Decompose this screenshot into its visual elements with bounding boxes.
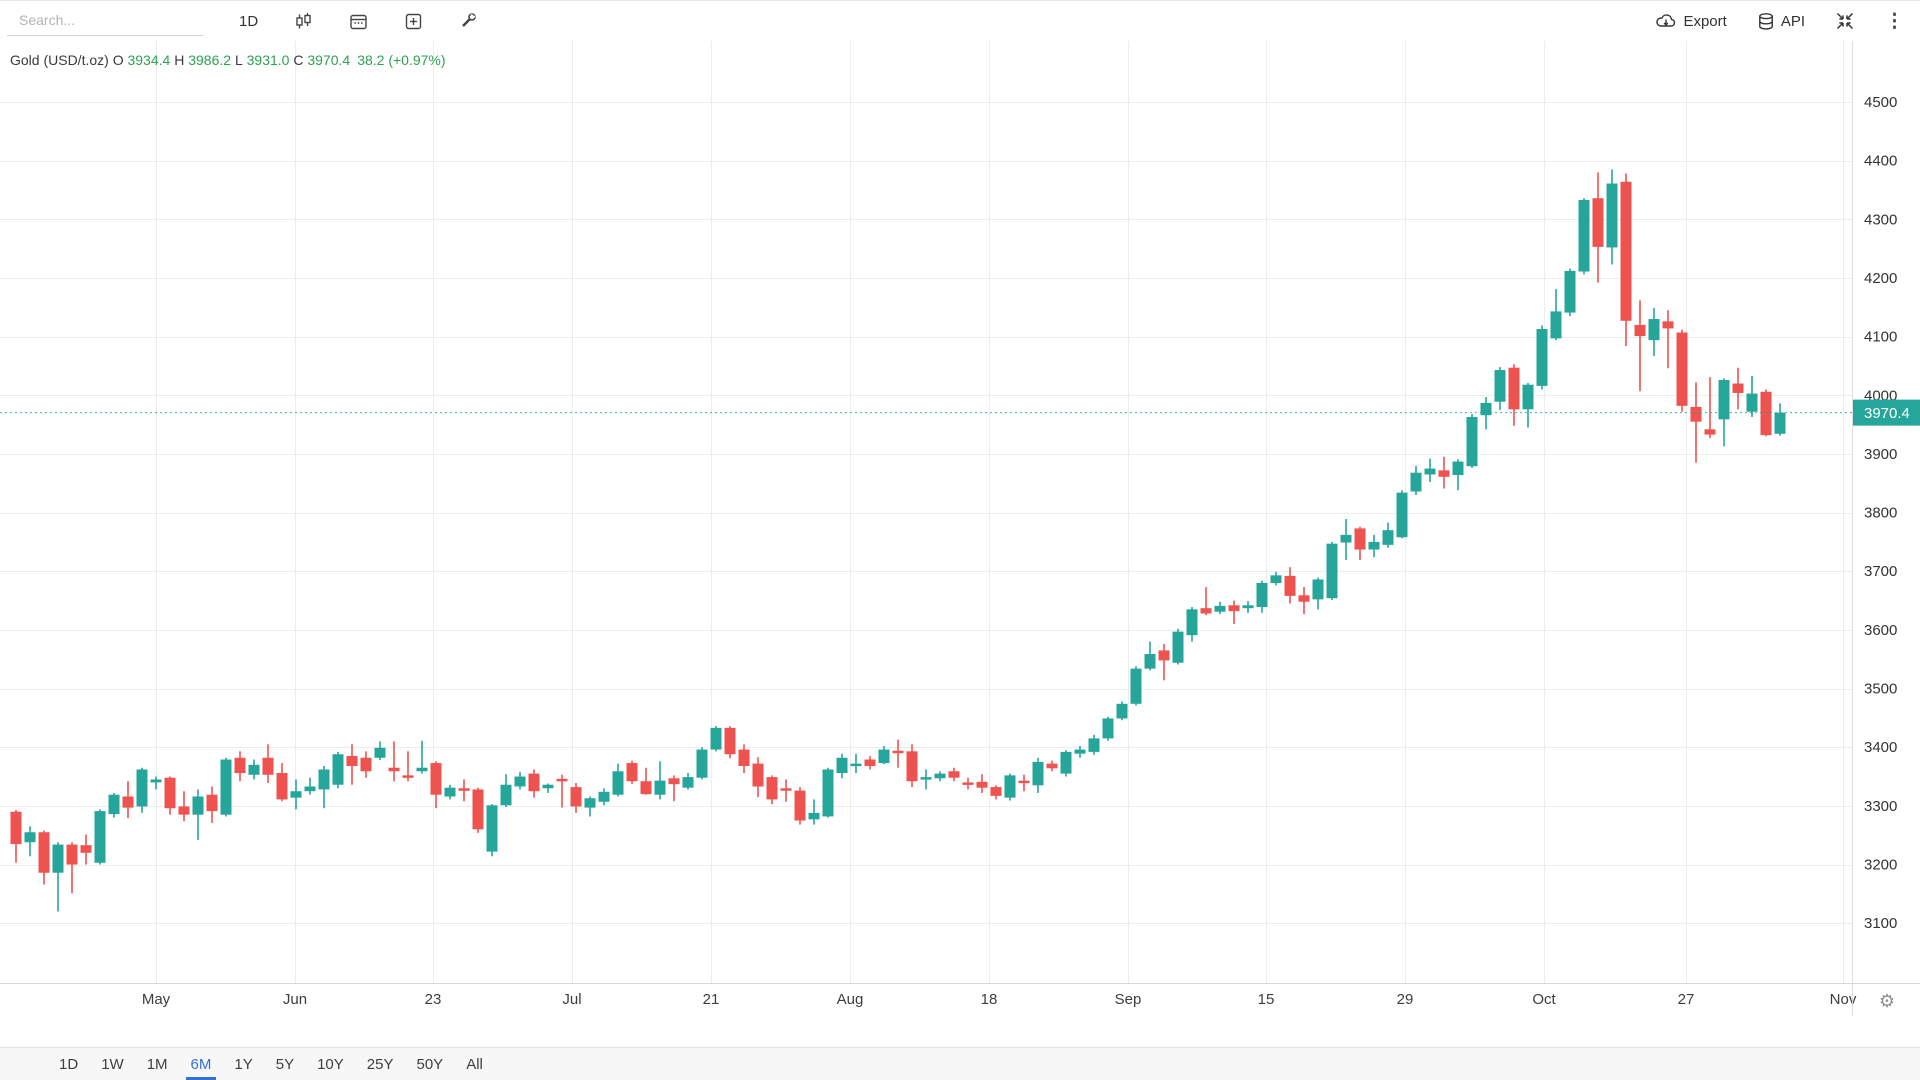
candlestick-icon (294, 12, 313, 31)
legend-close-value: 3970.4 (307, 52, 351, 68)
chart-tools-group: 1D (233, 8, 508, 35)
legend-low-value: 3931.0 (246, 52, 290, 68)
api-label: API (1780, 12, 1805, 30)
svg-text:3970.4: 3970.4 (1864, 405, 1910, 422)
svg-text:4200: 4200 (1864, 270, 1897, 287)
candles[interactable] (10, 169, 1786, 912)
wrench-icon (459, 12, 478, 31)
cloud-download-icon (1655, 12, 1677, 30)
range-all[interactable]: All (466, 1055, 483, 1073)
svg-text:3400: 3400 (1864, 739, 1897, 756)
plus-square-icon (404, 12, 423, 31)
range-5y[interactable]: 5Y (275, 1055, 295, 1073)
export-button[interactable]: Export (1649, 8, 1732, 34)
toolbar-right-group: Export API (1631, 7, 1910, 35)
candlestick-chart[interactable]: 4500440043004200410040003900380037003600… (0, 41, 1920, 1049)
svg-text:Nov: Nov (1830, 991, 1857, 1008)
svg-text:3500: 3500 (1864, 681, 1897, 698)
svg-text:3600: 3600 (1864, 622, 1897, 639)
legend-low-label: L (234, 52, 243, 68)
legend-change-value: 38.2 (+0.97%) (357, 52, 446, 68)
interval-selector[interactable]: 1D (239, 12, 259, 30)
svg-text:23: 23 (425, 991, 442, 1008)
svg-text:29: 29 (1397, 991, 1414, 1008)
legend-close-label: C (293, 52, 304, 68)
range-50y[interactable]: 50Y (416, 1055, 444, 1073)
x-axis-labels: May Jun 23 Jul 21 Aug 18 Sep 15 29 Oct 27 Nov (142, 991, 1857, 1008)
range-1y[interactable]: 1Y (234, 1055, 253, 1073)
legend-open-label: O (112, 52, 124, 68)
svg-text:4100: 4100 (1864, 329, 1897, 346)
y-axis-labels[interactable]: 4500440043004200410040003900380037003600… (1864, 94, 1897, 932)
database-icon (1757, 12, 1775, 31)
range-bar: 1D 1W 1M 6M 1Y 5Y 10Y 25Y 50Y All (0, 1047, 1920, 1080)
svg-text:3700: 3700 (1864, 563, 1897, 580)
svg-text:15: 15 (1258, 991, 1275, 1008)
svg-text:4500: 4500 (1864, 94, 1897, 111)
legend-high-label: H (174, 52, 185, 68)
svg-text:3100: 3100 (1864, 915, 1897, 932)
legend-title: Gold (USD/t.oz) (10, 52, 109, 68)
legend-high-value: 3986.2 (188, 52, 232, 68)
compare-add-button[interactable] (398, 8, 429, 35)
range-1w[interactable]: 1W (101, 1055, 124, 1073)
range-6m[interactable]: 6M (182, 1048, 221, 1080)
svg-text:27: 27 (1678, 991, 1695, 1008)
svg-text:Jul: Jul (562, 991, 581, 1008)
export-label: Export (1683, 12, 1727, 30)
chart-legend: Gold (USD/t.oz) O 3934.4 H 3986.2 L 3931… (10, 52, 446, 68)
range-1m[interactable]: 1M (146, 1055, 168, 1073)
svg-text:3800: 3800 (1864, 505, 1897, 522)
svg-text:Aug: Aug (837, 991, 864, 1008)
date-range-button[interactable] (343, 8, 374, 35)
search-box (7, 6, 207, 36)
svg-text:4300: 4300 (1864, 211, 1897, 228)
svg-text:4400: 4400 (1864, 153, 1897, 170)
svg-text:3300: 3300 (1864, 798, 1897, 815)
collapse-button[interactable] (1829, 7, 1861, 35)
svg-text:21: 21 (703, 991, 720, 1008)
range-1d[interactable]: 1D (59, 1055, 79, 1073)
svg-text:3200: 3200 (1864, 857, 1897, 874)
current-price-badge: 3970.4 (1853, 399, 1920, 426)
range-25y[interactable]: 25Y (366, 1055, 394, 1073)
legend-open-value: 3934.4 (127, 52, 171, 68)
chart-area: 4500 4400 4300 4200 4100 4000 3900 3800 3700 3600… (0, 41, 1920, 1049)
chart-settings-gear-icon[interactable]: ⚙ (1878, 991, 1896, 1011)
svg-text:Oct: Oct (1532, 991, 1556, 1008)
search-input[interactable] (7, 6, 203, 36)
calendar-icon (349, 12, 368, 31)
range-10y[interactable]: 10Y (317, 1055, 344, 1073)
grid-lines (0, 41, 1852, 983)
svg-text:3900: 3900 (1864, 446, 1897, 463)
svg-text:May: May (142, 991, 171, 1008)
svg-text:Jun: Jun (283, 991, 307, 1008)
collapse-arrows-icon (1835, 11, 1855, 31)
indicators-button[interactable] (453, 8, 484, 35)
more-menu-button[interactable]: ⋮ (1885, 10, 1904, 32)
chart-type-button[interactable] (288, 8, 319, 35)
top-toolbar: 1D (0, 1, 1920, 41)
api-button[interactable]: API (1751, 8, 1811, 35)
svg-text:18: 18 (981, 991, 998, 1008)
svg-text:Sep: Sep (1115, 991, 1142, 1008)
